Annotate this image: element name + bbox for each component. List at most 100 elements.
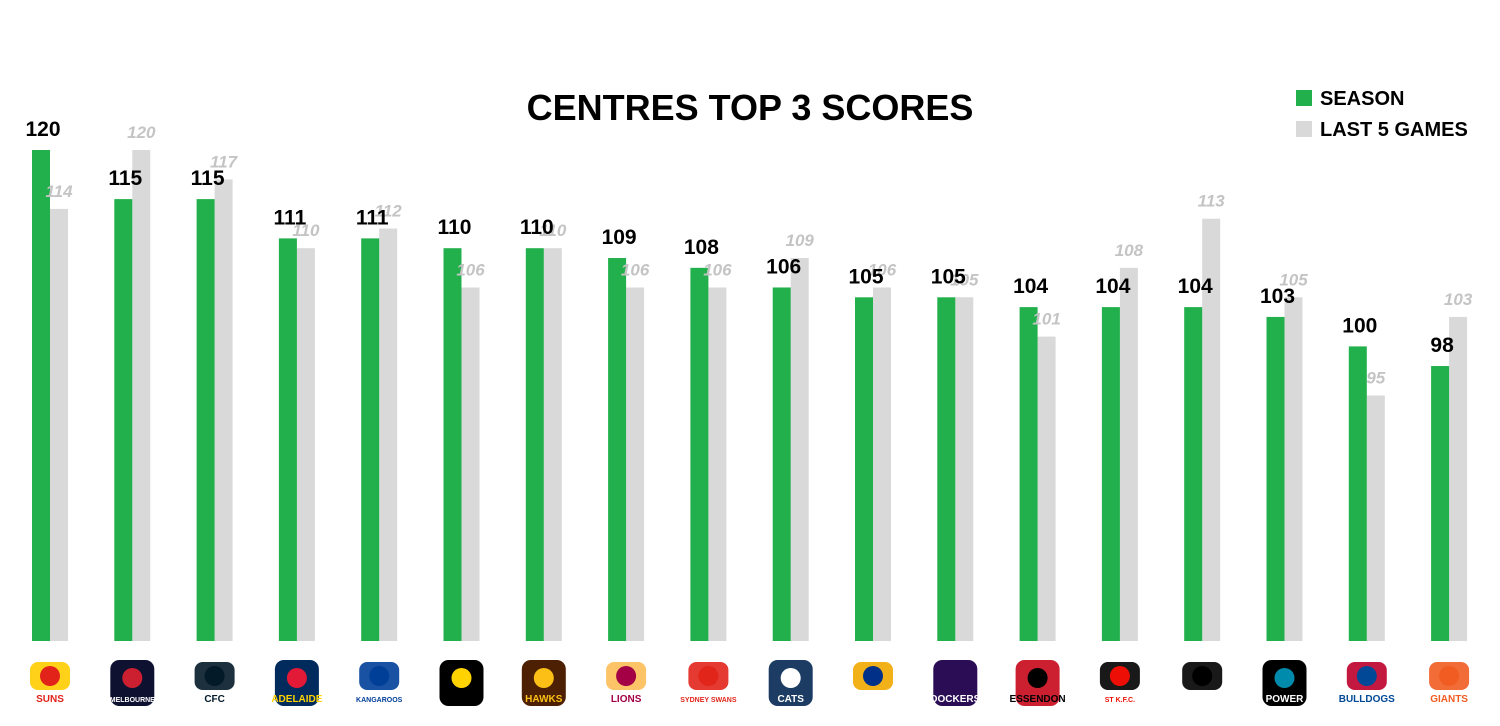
- bar-season-fremantle-dockers: [937, 297, 956, 641]
- gold-coast-suns-logo-text: SUNS: [36, 694, 64, 705]
- bar-season-adelaide: [278, 238, 297, 641]
- bar-last-5-games-suns: [50, 208, 68, 642]
- value-label-last-5-games-collingwood: 113: [1198, 192, 1226, 211]
- bar-last-5-games-carlton: [214, 179, 233, 641]
- richmond-logo: [439, 660, 484, 706]
- kangaroos-logo-text: KANGAROOS: [356, 697, 403, 704]
- geelong-cats-logo-text: CATS: [777, 694, 804, 705]
- carlton-logo: CFC: [194, 662, 235, 705]
- fremantle-dockers-logo: DOCKERS: [930, 660, 981, 706]
- gws-giants-logo-text: GIANTS: [1430, 694, 1468, 705]
- adelaide-logo: ADELAIDE: [271, 660, 323, 706]
- bar-season-geelong-cats: [772, 287, 791, 641]
- sydney-swans-logo-text: SYDNEY SWANS: [680, 697, 737, 704]
- value-label-last-5-games-carlton: 117: [210, 152, 239, 171]
- st-kilda-logo-text: ST K.F.C.: [1105, 697, 1135, 704]
- value-label-season-suns: 120: [25, 118, 60, 141]
- melbourne-logo: MELBOURNE: [110, 660, 155, 706]
- bar-season-st-k-f-c: [1101, 307, 1120, 641]
- legend-label-last-5-games: LAST 5 GAMES: [1320, 119, 1468, 141]
- bar-last-5-games-power: [1284, 297, 1303, 641]
- legend-label-season: SEASON: [1320, 88, 1404, 110]
- kangaroos-logo: KANGAROOS: [356, 662, 403, 704]
- bar-last-5-games-st-k-f-c: [1119, 267, 1138, 641]
- bar-season-western-bulldogs: [1348, 346, 1367, 641]
- bar-season-richmond: [443, 248, 462, 641]
- value-label-last-5-games-sydney-swans: 106: [703, 260, 732, 279]
- hawks-logo: HAWKS: [521, 660, 566, 706]
- legend-swatch-last-5-games: [1296, 121, 1312, 137]
- bar-last-5-games-collingwood: [1202, 218, 1221, 642]
- value-label-season-adelaide: 111: [274, 206, 307, 229]
- port-adelaide-logo: POWER: [1262, 660, 1307, 706]
- value-label-season-geelong-cats: 106: [766, 255, 801, 278]
- value-label-season-sydney-swans: 108: [684, 236, 719, 259]
- team-logos-layer: SUNS MELBOURNE CFC ADELAIDE KANGAROOS HAWKS LI…: [30, 660, 1470, 706]
- value-label-last-5-games-geelong-cats: 109: [786, 231, 815, 250]
- st-kilda-logo: ST K.F.C.: [1099, 662, 1140, 704]
- collingwood-logo: [1182, 662, 1223, 690]
- bar-last-5-games-fremantle-dockers: [955, 297, 974, 641]
- bar-season-sydney-swans: [690, 267, 709, 641]
- adelaide-logo-text: ADELAIDE: [271, 694, 322, 705]
- value-label-season-carlton: 115: [191, 167, 225, 190]
- legend-swatch-season: [1296, 90, 1312, 106]
- bar-season-suns: [32, 150, 50, 641]
- bar-season-essendon: [1019, 307, 1038, 641]
- bar-last-5-games-hawks: [543, 248, 562, 641]
- bar-last-5-games-kangaroos: [379, 228, 398, 641]
- bar-last-5-games-richmond: [461, 287, 480, 641]
- bar-last-5-games-essendon: [1037, 336, 1056, 641]
- sydney-swans-logo: SYDNEY SWANS: [680, 662, 737, 704]
- bar-season-brisbane-lions: [608, 258, 627, 641]
- essendon-logo: ESSENDON: [1010, 660, 1066, 706]
- value-label-last-5-games-suns: 114: [45, 182, 73, 201]
- value-label-season-hawks: 110: [520, 216, 554, 239]
- value-label-last-5-games-hawks: 110: [539, 221, 567, 240]
- melbourne-logo-text: MELBOURNE: [110, 697, 155, 704]
- value-label-last-5-games-essendon: 101: [1032, 310, 1060, 329]
- western-bulldogs-logo-text: BULLDOGS: [1339, 694, 1395, 705]
- value-label-season-collingwood: 104: [1178, 275, 1213, 298]
- bar-season-carlton: [196, 199, 215, 641]
- bar-last-5-games-brisbane-lions: [626, 287, 645, 641]
- bar-season-power: [1266, 316, 1285, 641]
- bar-season-west-coast-eagles: [855, 297, 873, 641]
- fremantle-dockers-logo-text: DOCKERS: [930, 694, 980, 705]
- value-label-last-5-games-melbourne: 120: [127, 123, 156, 142]
- value-label-season-western-bulldogs: 100: [1342, 314, 1377, 337]
- value-label-last-5-games-power: 105: [1279, 270, 1308, 289]
- bar-season-giants: [1431, 366, 1450, 641]
- hawks-logo-text: HAWKS: [525, 694, 563, 705]
- port-adelaide-logo-text: POWER: [1266, 694, 1305, 705]
- bar-last-5-games-adelaide: [296, 248, 315, 641]
- gws-giants-logo: GIANTS: [1429, 662, 1470, 705]
- value-label-season-essendon: 104: [1013, 275, 1048, 298]
- value-label-season-kangaroos: 111: [356, 206, 389, 229]
- value-label-season-brisbane-lions: 109: [602, 226, 637, 249]
- bar-last-5-games-western-bulldogs: [1366, 395, 1385, 641]
- legend: SEASON LAST 5 GAMES: [1296, 88, 1468, 141]
- value-label-last-5-games-st-k-f-c: 108: [1115, 241, 1144, 260]
- value-label-season-st-k-f-c: 104: [1095, 275, 1130, 298]
- brisbane-lions-logo-text: LIONS: [611, 694, 642, 705]
- bar-last-5-games-west-coast-eagles: [873, 287, 891, 641]
- west-coast-eagles-logo: [853, 662, 893, 690]
- chart-title: CENTRES TOP 3 SCORES: [527, 87, 974, 128]
- bars-layer: [32, 150, 1468, 642]
- bar-last-5-games-geelong-cats: [790, 258, 809, 641]
- western-bulldogs-logo: BULLDOGS: [1339, 662, 1395, 705]
- bar-last-5-games-giants: [1449, 316, 1468, 641]
- bar-season-kangaroos: [361, 238, 380, 641]
- value-label-season-melbourne: 115: [108, 167, 142, 190]
- carlton-logo-text: CFC: [204, 694, 225, 705]
- brisbane-lions-logo: LIONS: [606, 662, 647, 705]
- value-label-last-5-games-western-bulldogs: 95: [1366, 369, 1385, 388]
- bar-last-5-games-melbourne: [132, 150, 151, 641]
- bar-season-melbourne: [114, 199, 133, 641]
- value-label-season-west-coast-eagles: 105: [848, 265, 883, 288]
- value-label-season-fremantle-dockers: 105: [931, 265, 966, 288]
- value-label-last-5-games-west-coast-eagles: 106: [868, 260, 897, 279]
